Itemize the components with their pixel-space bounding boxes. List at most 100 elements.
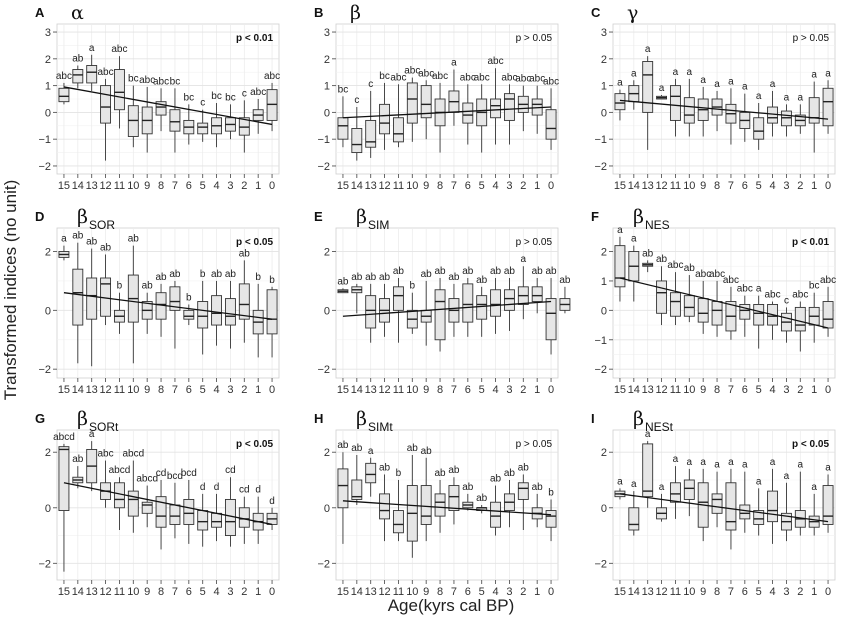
box-2k: ab: [239, 248, 250, 343]
significance-letter: c: [242, 88, 247, 99]
box-12k: abc: [98, 67, 114, 161]
x-tick-label: 10: [127, 586, 139, 598]
box-10k: a: [683, 457, 695, 517]
x-tick-label: 5: [200, 180, 206, 192]
x-tick-label: 3: [227, 586, 233, 598]
x-tick-label: 5: [479, 180, 485, 192]
significance-letter: a: [825, 462, 831, 473]
y-tick-label: 2: [601, 447, 607, 459]
significance-letter: a: [700, 457, 706, 468]
box-0k: d: [266, 496, 278, 530]
box-iqr: [739, 504, 751, 520]
box-3k: ab: [504, 266, 515, 331]
box-11k: abc: [390, 72, 407, 148]
significance-letter: d: [200, 482, 206, 493]
box-iqr: [683, 295, 695, 317]
panel-title: β: [356, 408, 367, 430]
significance-letter: ab: [435, 266, 447, 277]
y-tick-label: −1: [594, 134, 607, 146]
box-11k: b: [113, 281, 125, 334]
significance-letter: b: [410, 281, 416, 292]
significance-letter: bc: [338, 84, 349, 95]
y-tick-label: 0: [45, 503, 51, 515]
y-tick-label: 2: [601, 247, 607, 259]
significance-letter: a: [811, 482, 817, 493]
x-tick-label: 13: [86, 180, 98, 192]
significance-letter: a: [687, 457, 693, 468]
x-tick-label: 4: [770, 180, 776, 192]
box-15k: a: [614, 78, 626, 121]
box-3k: bc: [224, 92, 236, 140]
x-tick-label: 0: [825, 384, 831, 396]
x-tick-label: 10: [683, 586, 695, 598]
x-tick-label: 9: [423, 586, 429, 598]
box-10k: abcd: [122, 449, 144, 533]
p-value-label: p < 0.05: [792, 439, 829, 450]
x-tick-label: 10: [406, 180, 418, 192]
box-11k: a: [669, 454, 681, 519]
box-iqr: [379, 103, 391, 135]
x-tick-label: 12: [378, 384, 390, 396]
p-value-label: p > 0.05: [516, 237, 553, 248]
box-iqr: [72, 69, 84, 84]
regression-line: [342, 106, 552, 119]
box-3k: ab: [225, 269, 236, 349]
x-tick-label: 14: [351, 384, 363, 396]
significance-letter: ab: [435, 468, 447, 479]
y-tick-label: 0: [324, 107, 330, 119]
x-tick-label: 1: [534, 384, 540, 396]
significance-letter: bc: [379, 71, 390, 82]
x-tick-label: 0: [269, 586, 275, 598]
significance-letter: ab: [365, 272, 377, 283]
significance-letter: ab: [156, 272, 168, 283]
box-2k: a: [794, 92, 806, 134]
x-tick-label: 10: [127, 384, 139, 396]
box-iqr: [420, 85, 432, 119]
significance-letter: a: [784, 92, 790, 103]
box-15k: abc: [56, 71, 72, 105]
significance-letter: a: [811, 70, 817, 81]
box-8k: cd: [155, 468, 167, 550]
significance-letter: ab: [86, 237, 98, 248]
box-12k: ab: [656, 254, 668, 326]
box-4k: a: [767, 79, 779, 137]
p-value-label: p > 0.05: [516, 439, 553, 450]
x-tick-label: 5: [756, 180, 762, 192]
x-tick-label: 7: [451, 180, 457, 192]
significance-letter: a: [714, 460, 720, 471]
significance-letter: bc: [809, 281, 820, 292]
x-tick-label: 11: [114, 586, 125, 598]
x-tick-label: 7: [172, 586, 178, 598]
significance-letter: abc: [418, 68, 434, 79]
x-tick-label: 2: [241, 180, 247, 192]
box-iqr: [753, 510, 765, 525]
x-tick-label: 2: [797, 384, 803, 396]
box-6k: ab: [462, 482, 474, 511]
x-tick-label: 3: [506, 180, 512, 192]
significance-letter: abc: [723, 275, 739, 286]
box-iqr: [808, 97, 820, 124]
box-9k: a: [697, 75, 709, 137]
significance-letter: abc: [153, 76, 169, 87]
y-tick-label: −1: [594, 335, 607, 347]
box-13k: a: [642, 44, 654, 150]
significance-letter: ab: [448, 272, 460, 283]
panel-title-subscript: SORt: [89, 420, 119, 434]
box-iqr: [238, 507, 250, 528]
panel-letter: I: [591, 411, 595, 426]
regression-line: [342, 500, 552, 516]
significance-letter: ab: [351, 443, 363, 454]
box-2k: ab: [518, 462, 529, 530]
x-tick-label: 14: [351, 180, 363, 192]
significance-letter: ab: [142, 281, 154, 292]
box-iqr: [58, 446, 70, 512]
box-14k: ab: [72, 54, 84, 89]
significance-letter: a: [756, 476, 762, 487]
x-tick-label: 7: [451, 586, 457, 598]
box-iqr: [739, 304, 751, 320]
significance-letter: abc: [543, 76, 559, 87]
panel-title: β: [633, 206, 644, 228]
y-tick-label: 2: [324, 447, 330, 459]
significance-letter: a: [770, 457, 776, 468]
x-tick-label: 7: [728, 586, 734, 598]
